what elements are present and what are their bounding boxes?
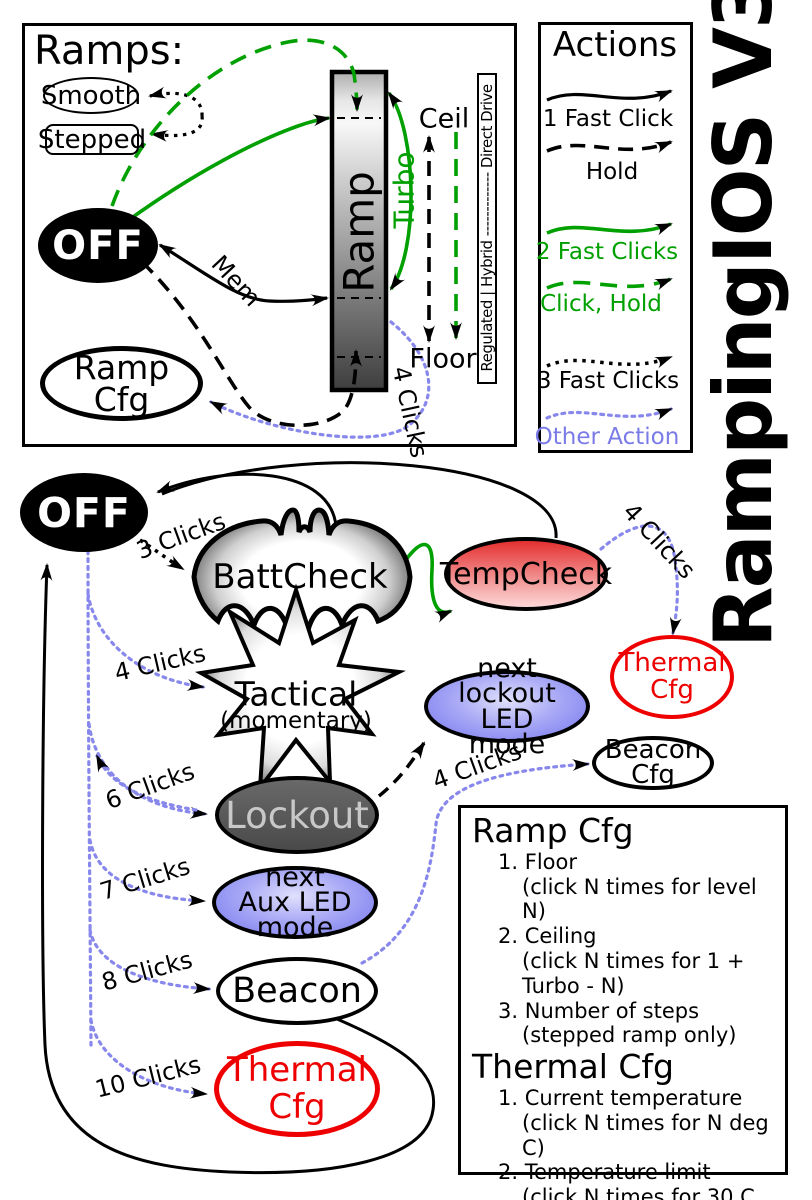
lockout-to-off-arrow xyxy=(95,754,198,812)
node-smooth: Smooth xyxy=(41,77,141,114)
legend-dashed-black-arrow xyxy=(546,140,673,154)
eight-clicks-beacon-arrow xyxy=(88,928,211,994)
ceil-label: Ceil xyxy=(418,103,470,135)
three-clicks-arrow xyxy=(139,538,185,571)
drive-scale-label: Regulated | Hybrid ------------- Direct … xyxy=(478,84,496,372)
cfg-item-sub: (click N times for 30 C + N) xyxy=(522,1185,755,1200)
floor-label: Floor xyxy=(409,343,477,375)
ten-clicks-thermal-arrow xyxy=(89,1018,208,1099)
tempcheck-to-thermal-cfg-arrow xyxy=(599,524,682,635)
turbo-arc-arrow xyxy=(387,91,413,291)
legend-hold: Hold xyxy=(585,159,639,185)
node-lockout: Lockout xyxy=(215,776,379,854)
legend-dashed-green-arrow xyxy=(546,277,673,291)
cfg-item: 2. Temperature limit xyxy=(498,1160,711,1185)
mem-arrow xyxy=(158,243,329,307)
node-tempcheck: TempCheck xyxy=(440,537,612,611)
cfg-item-sub: (click N times for 1 + Turbo - N) xyxy=(522,949,745,998)
toggle-stepped-arrow xyxy=(150,115,204,143)
legend-dotted-black-arrow xyxy=(546,355,673,369)
four-clicks-ramp-cfg-arrow xyxy=(209,320,431,439)
legend-solid-green-arrow xyxy=(546,222,673,236)
ramp-bar xyxy=(329,69,389,393)
battcheck-to-tempcheck-arrow xyxy=(395,542,453,623)
page-title: RampingIOS V3 xyxy=(697,0,790,648)
node-thermal-cfg-bottom: Thermal Cfg xyxy=(214,1041,380,1137)
cfg-ramp-heading: Ramp Cfg xyxy=(472,811,634,850)
tactical-star-shape xyxy=(194,583,406,795)
six-clicks-lockout-arrow xyxy=(87,722,208,819)
cfg-item: 1. Current temperature xyxy=(498,1086,743,1110)
seven-clicks-aux-arrow xyxy=(88,838,206,907)
actions-panel xyxy=(538,22,693,453)
cfg-panel xyxy=(458,805,788,1175)
node-aux-led-mode: next Aux LED mode xyxy=(212,864,378,941)
node-ramp-cfg: Ramp Cfg xyxy=(40,346,203,421)
node-off-bottom: OFF xyxy=(20,473,148,552)
legend-dotted-blue-arrow xyxy=(545,407,673,421)
node-thermal-cfg-right: Thermal Cfg xyxy=(610,635,734,719)
node-beacon-cfg: Beacon Cfg xyxy=(592,736,714,790)
cfg-item: 1. Floor xyxy=(498,849,577,874)
legend-other-action: Other Action xyxy=(534,424,680,450)
ramps-panel xyxy=(22,23,517,447)
two-clicks-off-to-ceiling-arrow xyxy=(124,114,331,224)
actions-heading: Actions xyxy=(552,25,678,65)
battcheck-to-off-arrow xyxy=(156,472,338,527)
tactical-label: Tactical xyxy=(234,674,358,714)
click-hold-off-to-ceiling-arrow xyxy=(110,38,363,207)
four-clicks-tactical-arrow xyxy=(86,592,205,691)
node-lockout-led-mode: next lockout LED mode xyxy=(424,655,590,758)
node-off-top: OFF xyxy=(38,208,158,283)
beacon-to-beacon-cfg-arrow xyxy=(360,759,590,965)
cfg-item-sub: (stepped ramp only) xyxy=(522,1023,737,1048)
turbo-label: Turbo xyxy=(387,151,421,229)
ramp-bar-label: Ramp xyxy=(334,171,384,293)
off-clicks-spine xyxy=(86,549,93,1047)
tactical-sub-label: (momentary) xyxy=(220,708,372,734)
legend-solid-black-arrow xyxy=(546,89,673,103)
cfg-thermal-heading: Thermal Cfg xyxy=(472,1047,674,1087)
node-stepped: Stepped xyxy=(37,124,147,155)
toggle-smooth-arrow xyxy=(148,86,204,117)
legend-1-fast-click: 1 Fast Click xyxy=(542,106,674,132)
lockout-to-led-mode-arrow xyxy=(377,741,426,798)
legend-click-hold: Click, Hold xyxy=(540,291,662,317)
legend-2-fast-clicks: 2 Fast Clicks xyxy=(535,239,679,265)
drive-scale-column xyxy=(477,73,497,384)
hold-off-to-floor-arrow xyxy=(140,260,362,428)
legend-3-fast-clicks: 3 Fast Clicks xyxy=(536,368,680,394)
battcheck-label: BattCheck xyxy=(212,557,388,597)
ramps-heading: Ramps: xyxy=(34,28,185,74)
cfg-box-content: Ramp Cfg 1. Floor (click N times for lev… xyxy=(472,812,778,1200)
cfg-item: 2. Ceiling xyxy=(498,924,597,949)
node-beacon: Beacon xyxy=(216,957,378,1025)
cfg-item: 3. Number of steps xyxy=(498,998,700,1023)
cfg-item-sub: (click N times for level N) xyxy=(522,874,757,924)
beacon-loop-to-off-arrow xyxy=(40,563,436,1175)
cfg-item-sub: (click N times for N deg C) xyxy=(522,1110,769,1160)
